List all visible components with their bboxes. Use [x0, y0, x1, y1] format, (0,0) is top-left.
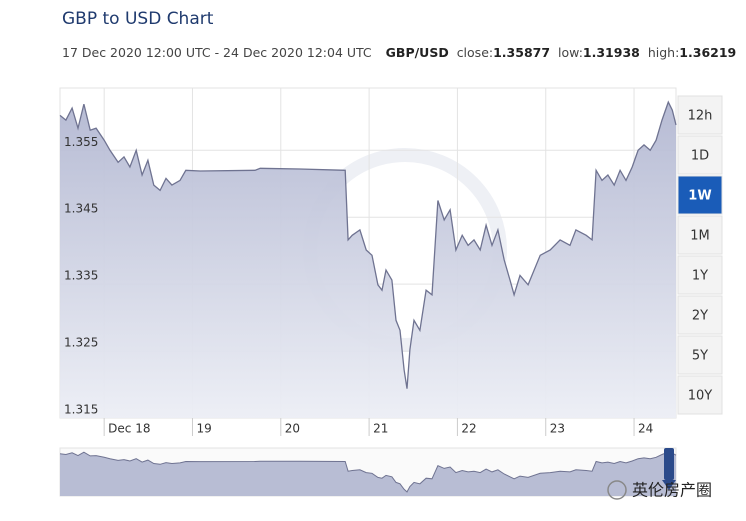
navigator-line: [59, 451, 677, 493]
area-fill: [60, 102, 676, 418]
range-button-bg: [677, 335, 723, 375]
x-tick-label: 19: [196, 422, 211, 436]
range-button-bg: [677, 175, 723, 215]
watermark-icon: [607, 480, 627, 500]
range-button-bg: [677, 255, 723, 295]
watermark: 英伦房产圈: [632, 481, 712, 500]
x-tick-label: Dec 18: [108, 422, 150, 436]
pair: GBP/USD: [386, 45, 449, 60]
range-button-label: 1W: [688, 189, 711, 204]
range-button[interactable]: 1Y: [677, 255, 723, 295]
range-button[interactable]: 1W: [677, 175, 723, 215]
range-button-bg: [677, 95, 723, 135]
chart-title: GBP to USD Chart: [62, 9, 214, 29]
range-button-label: 1D: [691, 149, 709, 164]
range-button-bg: [677, 295, 723, 335]
x-tick-label: 21: [373, 422, 388, 436]
close: 1.35877: [493, 45, 550, 60]
low: 1.31938: [583, 45, 640, 60]
subtitle: 17 Dec 2020 12:00 UTC - 24 Dec 2020 12:0…: [62, 45, 736, 60]
x-tick-label: 20: [285, 422, 300, 436]
range-button-label: 1Y: [692, 269, 708, 284]
x-tick-label: 24: [638, 422, 653, 436]
range-button-label: 12h: [688, 109, 713, 124]
range-button[interactable]: 10Y: [677, 375, 723, 415]
low-label: low:: [558, 45, 583, 60]
high: 1.36219: [679, 45, 736, 60]
navigator-fill: [60, 452, 676, 496]
y-tick-label: 1.315: [64, 403, 98, 417]
range-button-bg: [677, 375, 723, 415]
range-button[interactable]: 1D: [677, 135, 723, 175]
range-button[interactable]: 12h: [677, 95, 723, 135]
navigator-handle-arrow: [662, 480, 676, 490]
close-label: close:: [457, 45, 493, 60]
x-tick-label: 22: [461, 422, 476, 436]
high-label: high:: [648, 45, 679, 60]
range-button-bg: [677, 215, 723, 255]
range-button-label: 5Y: [692, 349, 708, 364]
navigator-handle: [664, 448, 674, 480]
range-button[interactable]: 1M: [677, 215, 723, 255]
y-tick-label: 1.335: [64, 269, 98, 283]
y-tick-label: 1.355: [64, 135, 98, 149]
range-button-bg: [677, 135, 723, 175]
line: [59, 100, 677, 389]
range-button-label: 10Y: [688, 389, 713, 404]
y-tick-label: 1.345: [64, 202, 98, 216]
range-button-label: 2Y: [692, 309, 708, 324]
period: 17 Dec 2020 12:00 UTC - 24 Dec 2020 12:0…: [62, 45, 372, 60]
x-tick-label: 23: [550, 422, 565, 436]
range-button[interactable]: 2Y: [677, 295, 723, 335]
y-tick-label: 1.325: [64, 336, 98, 350]
range-button-label: 1M: [690, 229, 710, 244]
range-button[interactable]: 5Y: [677, 335, 723, 375]
